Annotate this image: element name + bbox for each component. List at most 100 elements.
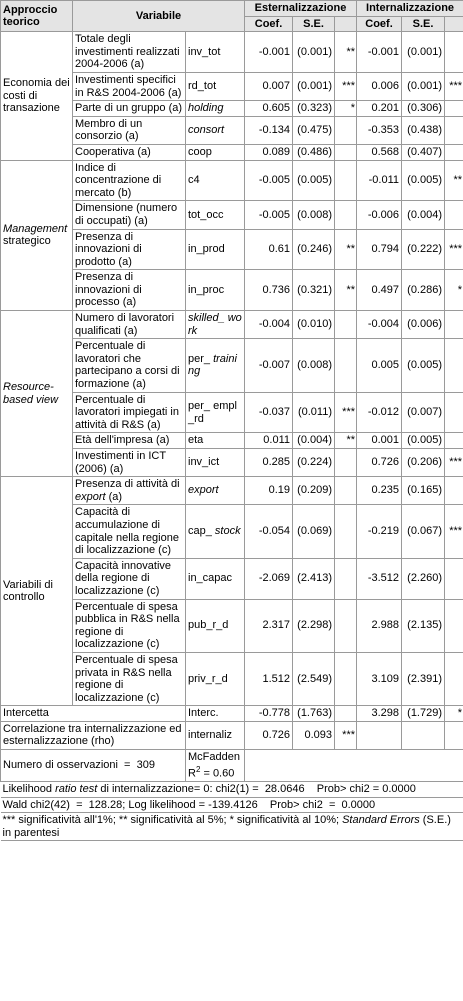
text-segment: internaliz	[188, 729, 233, 742]
text-segment: Totale degli investimenti realizzati 200…	[75, 33, 180, 71]
text-segment: Interc.	[188, 707, 219, 720]
data-row: Capacità innovative della regione di loc…	[1, 557, 463, 600]
se-cell: (0.165)	[401, 476, 446, 506]
group-label: Management strategico	[0, 159, 73, 312]
se-cell: (0.486)	[292, 143, 336, 161]
description-cell: Investimenti in ICT (2006) (a)	[72, 447, 186, 478]
variable-cell: in_proc	[184, 269, 246, 312]
sig-cell	[334, 143, 358, 161]
se-cell: (0.001)	[401, 31, 446, 73]
coef-cell: 0.006	[356, 71, 403, 102]
se-cell: (0.010)	[292, 310, 336, 340]
footnote-row: Likelihood ratio test di internalizzazio…	[0, 780, 463, 798]
coef-cell: -0.012	[356, 391, 403, 434]
text-segment: Likelihood	[2, 782, 56, 795]
text-segment: Numero di lavoratori qualificati (a)	[75, 312, 175, 337]
observations-cell: Numero di osservazioni = 309	[0, 749, 186, 782]
header-cell: S.E.	[401, 15, 446, 33]
se-cell: (0.001)	[292, 31, 336, 73]
data-row: Percentuale di lavoratori impiegati in a…	[1, 391, 463, 434]
sig-cell: **	[444, 159, 463, 202]
text-segment: strategico	[3, 235, 51, 248]
sig-cell	[334, 598, 358, 653]
description-cell: Percentuale di spesa pubblica in R&S nel…	[72, 598, 186, 653]
se-cell: (2.391)	[401, 651, 446, 707]
data-row: Membro di un consorzio (a) consort -0.134(…	[1, 115, 463, 145]
description-cell: Totale degli investimenti realizzati 200…	[72, 31, 186, 73]
data-row: Parte di un gruppo (a) holding 0.605 (0.323…	[1, 100, 463, 117]
se-cell: (0.323)	[292, 100, 336, 117]
variable-cell: tot_occ	[184, 200, 246, 230]
coef-cell: 0.201	[356, 100, 403, 117]
footnote: *** significatività all'1%; ** significa…	[0, 812, 463, 842]
sig-cell	[444, 31, 463, 73]
sig-cell: ***	[334, 71, 358, 102]
text-segment: ratio test	[55, 782, 98, 795]
coef-cell: -2.069	[244, 557, 294, 600]
text-segment: export	[75, 490, 106, 503]
sig-cell	[444, 476, 463, 506]
se-cell: (0.069)	[292, 504, 336, 559]
empty-cell	[244, 749, 463, 782]
sig-cell	[334, 310, 358, 340]
text-segment: cap_	[188, 525, 215, 538]
variable-cell: inv_ict	[184, 447, 246, 478]
text-segment: Standard Errors	[342, 814, 420, 827]
footnote-row: *** significatività all'1%; ** significa…	[0, 812, 463, 842]
header-row: Approccio teorico Variabile Esternalizza…	[0, 0, 463, 33]
text-segment: inv_tot	[188, 45, 221, 58]
group-label: Resource-based view	[0, 310, 73, 478]
sig-cell: **	[334, 31, 358, 73]
mcfadden-cell: McFadden R2 = 0.60	[184, 749, 246, 782]
variable-cell: consort	[184, 115, 246, 145]
text-segment: Intercetta	[3, 707, 49, 720]
coef-cell: -3.512	[356, 557, 403, 600]
variable-cell: holding	[184, 100, 246, 117]
sig-cell	[334, 476, 358, 506]
text-segment: in_prod	[188, 243, 225, 256]
text-segment: Membro di un consorzio (a)	[75, 117, 143, 143]
se-cell: (0.011)	[292, 391, 336, 434]
variable-cell: per_ empl_rd	[184, 391, 246, 434]
description-cell: Presenza di attività di export (a)	[72, 476, 186, 506]
results-table: Approccio teorico Variabile Esternalizza…	[0, 0, 463, 842]
coef-cell: 0.089	[244, 143, 294, 161]
se-cell: (0.006)	[401, 310, 446, 340]
data-row: Cooperativa (a) coop 0.089 (0.486) 0.568 (0.4…	[1, 143, 463, 161]
se-cell: (0.007)	[401, 391, 446, 434]
header-cell: Esternalizzazione	[244, 0, 358, 17]
se-cell: (0.005)	[401, 159, 446, 202]
sig-cell	[444, 598, 463, 653]
sig-cell: **	[334, 432, 358, 449]
text-segment: holding	[188, 102, 224, 115]
data-row: Capacità di accumulazione di capitale ne…	[1, 504, 463, 559]
header-cell	[444, 15, 463, 33]
description-cell: Correlazione tra internalizzazione ed es…	[0, 720, 186, 751]
coef-cell: 0.011	[244, 432, 294, 449]
sig-cell: ***	[444, 228, 463, 271]
se-cell: (2.549)	[292, 651, 336, 707]
variable-cell: rd_tot	[184, 71, 246, 102]
header-cell: Coef.	[356, 15, 403, 33]
sig-cell: *	[334, 100, 358, 117]
description-cell: Numero di lavoratori qualificati (a)	[72, 310, 186, 340]
se-cell: (0.206)	[401, 447, 446, 478]
text-segment: per_	[188, 352, 214, 365]
se-cell: (2.135)	[401, 598, 446, 653]
text-segment: Indice di concentrazione di mercato (b)	[75, 161, 162, 199]
observations-row: Numero di osservazioni = 309 McFadden R2 …	[0, 749, 463, 782]
group-label: Economia dei costi di transazione	[0, 31, 73, 161]
text-segment: Economia dei costi di transazione	[3, 76, 70, 115]
text-segment: per_ empl_rd	[188, 399, 237, 425]
coef-cell: 0.726	[356, 447, 403, 478]
text-segment: (a)	[105, 490, 123, 503]
coef-cell: 0.497	[356, 269, 403, 312]
sig-cell	[334, 159, 358, 202]
coef-cell: 1.512	[244, 651, 294, 707]
header-cell	[334, 15, 358, 33]
text-segment: Età dell'impresa (a)	[75, 434, 170, 447]
se-cell: (1.763)	[292, 705, 336, 722]
text-segment: in_capac	[188, 572, 233, 585]
text-segment: Correlazione tra internalizzazione ed es…	[3, 722, 182, 748]
variable-cell: coop	[184, 143, 246, 161]
